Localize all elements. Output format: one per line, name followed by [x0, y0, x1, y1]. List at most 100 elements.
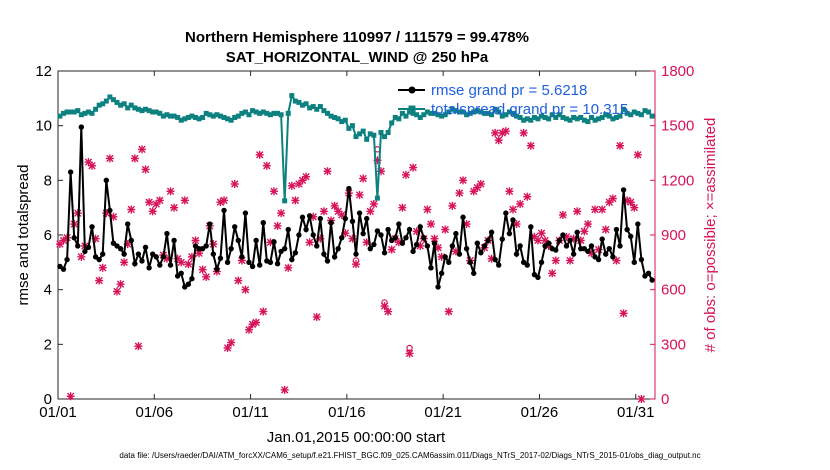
rmse-point	[132, 261, 138, 267]
obs-assimilated-point	[319, 207, 328, 216]
totalspread-point	[481, 110, 487, 116]
obs-assimilated-point	[170, 203, 179, 212]
totalspread-point	[638, 112, 644, 118]
totalspread-point	[242, 109, 248, 115]
totalspread-point	[517, 114, 523, 120]
totalspread-point	[499, 113, 505, 119]
rmse-point	[606, 245, 613, 252]
obs-assimilated-point	[269, 187, 278, 196]
totalspread-point	[489, 112, 495, 118]
totalspread-point	[514, 113, 520, 119]
obs-assimilated-point	[619, 309, 628, 318]
rmse-point	[335, 245, 341, 252]
obs-assimilated-point	[113, 287, 122, 296]
totalspread-point	[78, 112, 84, 118]
rmse-point	[306, 213, 313, 219]
y-tick-label: 4	[44, 282, 52, 299]
totalspread-point	[171, 113, 177, 119]
totalspread-point	[300, 102, 306, 108]
rmse-point	[342, 215, 349, 222]
rmse-point	[324, 258, 331, 264]
obs-assimilated-point	[448, 201, 457, 210]
rmse-point	[100, 251, 106, 257]
rmse-point	[517, 243, 523, 249]
obs-assimilated-point	[220, 196, 229, 205]
rmse-point	[478, 250, 484, 256]
totalspread-point	[588, 114, 594, 120]
rmse-point	[232, 224, 238, 230]
rmse-point	[649, 277, 655, 283]
obs-assimilated-point	[252, 318, 261, 327]
y-tick-label: 6	[44, 227, 52, 244]
totalspread-point	[110, 97, 116, 103]
rmse-point	[378, 232, 384, 238]
obs-assimilated-point	[637, 395, 646, 403]
totalspread-point	[282, 198, 288, 204]
totalspread-point	[196, 116, 202, 122]
obs-assimilated-point	[633, 150, 642, 159]
totalspread-point	[150, 109, 156, 115]
totalspread-point	[321, 108, 327, 114]
totalspread-point	[596, 116, 602, 122]
rmse-point	[271, 239, 277, 245]
rmse-point	[67, 169, 74, 175]
rmse-point	[481, 243, 488, 249]
obs-assimilated-point	[405, 349, 414, 358]
obs-assimilated-point	[230, 179, 239, 188]
x-tick-label: 01/16	[328, 404, 366, 421]
totalspread-point	[125, 105, 131, 111]
totalspread-point	[353, 134, 359, 140]
totalspread-point	[510, 110, 516, 116]
totalspread-point	[556, 112, 562, 118]
rmse-point	[217, 255, 224, 261]
rmse-point	[553, 247, 559, 253]
totalspread-point	[357, 131, 363, 137]
totalspread-point	[453, 108, 459, 114]
rmse-point	[599, 236, 605, 242]
totalspread-point	[563, 116, 569, 122]
rmse-point	[360, 230, 366, 237]
rmse-point	[303, 226, 309, 233]
totalspread-point	[385, 130, 391, 135]
rmse-point	[203, 243, 209, 249]
obs-assimilated-point	[312, 313, 321, 321]
obs-assimilated-point	[305, 238, 314, 247]
obs-assimilated-point	[277, 209, 286, 218]
obs-assimilated-point	[501, 127, 510, 136]
totalspread-point	[285, 110, 291, 116]
totalspread-point	[139, 108, 145, 114]
totalspread-point	[613, 114, 619, 120]
totalspread-point	[310, 104, 316, 110]
rmse-point	[396, 221, 402, 227]
totalspread-point	[132, 105, 138, 111]
totalspread-point	[121, 101, 127, 107]
rmse-point	[139, 258, 145, 264]
totalspread-point	[239, 110, 245, 116]
rmse-point	[485, 237, 491, 244]
totalspread-point	[382, 134, 388, 140]
totalspread-point	[567, 117, 573, 123]
y2-tick-label: 1500	[661, 118, 694, 135]
rmse-point	[421, 235, 427, 241]
obs-assimilated-point	[262, 161, 271, 170]
rmse-point	[463, 245, 470, 252]
obs-assimilated-point	[355, 190, 364, 199]
totalspread-point	[68, 109, 74, 115]
obs-assimilated-point	[519, 128, 528, 137]
totalspread-point	[303, 101, 309, 107]
totalspread-point	[257, 110, 263, 116]
rmse-point	[613, 226, 620, 233]
totalspread-point	[439, 113, 445, 119]
totalspread-point	[57, 113, 63, 119]
rmse-point	[620, 187, 627, 193]
totalspread-point	[624, 110, 630, 116]
totalspread-point	[599, 114, 605, 120]
totalspread-point	[217, 113, 223, 119]
rmse-point	[221, 207, 227, 214]
totalspread-point	[621, 106, 627, 112]
rmse-point	[638, 256, 645, 263]
obs-assimilated-point	[198, 265, 207, 274]
x-axis-ticks: 01/01 01/06 01/11 01/16 01/21 01/26 01/31	[39, 71, 655, 421]
rmse-point	[471, 270, 477, 276]
obs-assimilated-point	[195, 249, 204, 258]
